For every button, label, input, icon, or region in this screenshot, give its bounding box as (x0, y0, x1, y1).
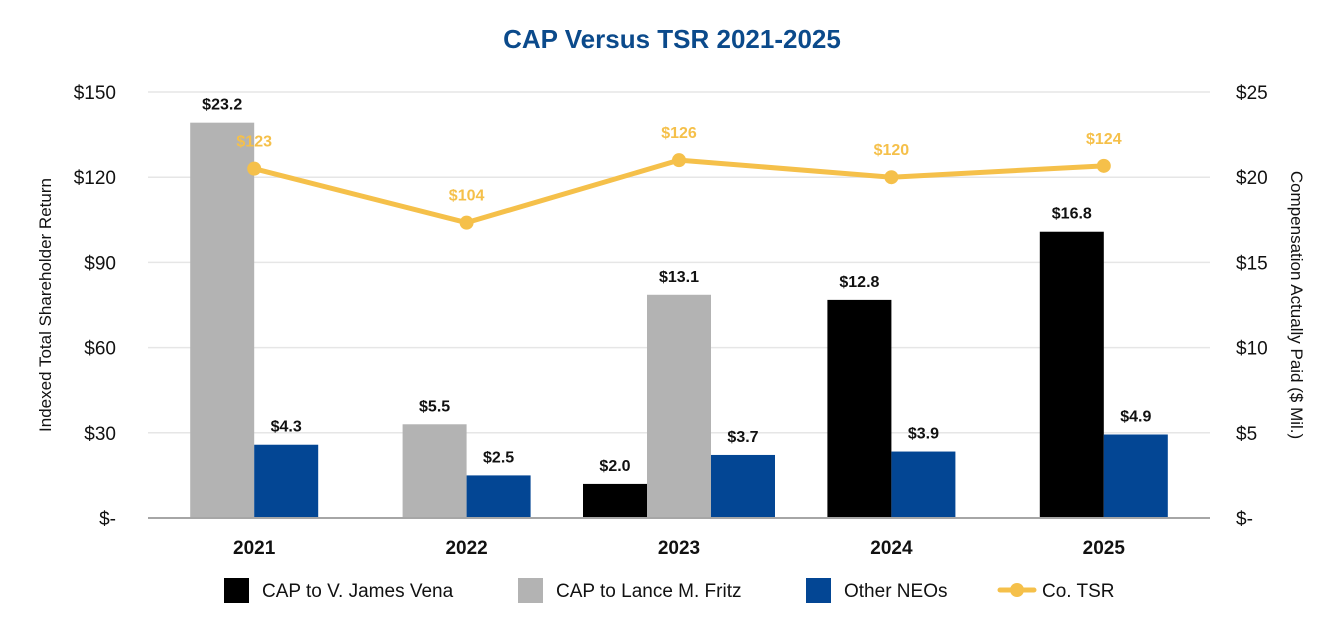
tsr-line-path (251, 157, 1107, 226)
chart-title: CAP Versus TSR 2021-2025 (503, 24, 841, 54)
y-axis-label-left: Indexed Total Shareholder Return (36, 178, 55, 432)
legend-label: CAP to V. James Vena (262, 581, 454, 602)
bar-data-label: $4.3 (271, 419, 302, 436)
bar (583, 483, 647, 518)
gridlines (148, 91, 1210, 434)
y-tick-label-right: $20 (1236, 168, 1268, 189)
y-tick-label-left: $30 (84, 424, 116, 445)
bar (891, 451, 956, 518)
tsr-point (459, 215, 474, 230)
tsr-data-label: $126 (661, 125, 697, 142)
y-axis-label-right: Compensation Actually Paid ($ Mil.) (1287, 171, 1306, 439)
x-tick-label: 2021 (233, 538, 276, 559)
y-tick-label-right: $15 (1236, 253, 1268, 274)
bar-data-label: $5.5 (419, 398, 450, 415)
legend-swatch (518, 578, 543, 603)
y-tick-label-left: $90 (84, 253, 116, 274)
bar (466, 475, 531, 518)
bar (254, 444, 319, 518)
bars (190, 122, 1168, 518)
bar-data-label: $2.5 (483, 449, 514, 466)
x-tick-label: 2024 (870, 538, 913, 559)
legend-label: Co. TSR (1042, 581, 1115, 602)
legend-swatch (806, 578, 831, 603)
legend-swatch (224, 578, 249, 603)
y-tick-label-left: $120 (74, 168, 116, 189)
bar-data-label: $2.0 (599, 458, 630, 475)
y-tick-label-left: $- (99, 509, 116, 530)
y-tick-label-left: $150 (74, 83, 116, 104)
tsr-data-label: $104 (449, 188, 485, 205)
tsr-data-label: $124 (1086, 131, 1122, 148)
tsr-data-label: $120 (874, 142, 910, 159)
legend-marker (1010, 583, 1024, 597)
bar-data-label: $12.8 (839, 274, 879, 291)
y-tick-label-right: $5 (1236, 424, 1257, 445)
x-tick-label: 2023 (658, 538, 700, 559)
bar (1103, 434, 1168, 518)
tsr-point (1096, 158, 1111, 173)
bar-data-label: $23.2 (202, 97, 242, 114)
bar (402, 424, 467, 518)
tsr-data-label: $123 (236, 134, 272, 151)
tsr-point (672, 153, 686, 168)
x-tick-label: 2022 (445, 538, 487, 559)
legend: CAP to V. James Vena CAP to Lance M. Frit… (224, 578, 1115, 603)
bar-data-label: $16.8 (1052, 206, 1092, 223)
bar (647, 294, 711, 518)
bar-data-label: $4.9 (1120, 409, 1151, 426)
y-tick-label-right: $10 (1236, 339, 1268, 360)
bar (190, 122, 255, 518)
x-tick-label: 2025 (1083, 538, 1126, 559)
y-tick-label-right: $25 (1236, 83, 1268, 104)
bar (827, 299, 892, 518)
bar-data-label: $3.7 (727, 429, 758, 446)
bar-data-label: $3.9 (908, 426, 939, 443)
tsr-point (247, 161, 262, 176)
bar-data-label: $13.1 (659, 269, 699, 286)
tsr-point (884, 170, 899, 185)
data-labels: $23.2 $4.3 $5.5 $2.5 $2.0 $13.1 $3.7 $12.8 $3.9 $… (202, 97, 1151, 475)
legend-label: Other NEOs (844, 581, 947, 602)
y-tick-label-left: $60 (84, 339, 116, 360)
y-tick-label-right: $- (1236, 509, 1253, 530)
bar (711, 454, 775, 518)
bar (1039, 231, 1104, 518)
tsr-line (247, 153, 1111, 230)
axes: $- $- $30 $5 $60 $10 $90 $15 $120 $20 $150 $25 2021 2… (74, 83, 1268, 559)
legend-label: CAP to Lance M. Fritz (556, 581, 742, 602)
